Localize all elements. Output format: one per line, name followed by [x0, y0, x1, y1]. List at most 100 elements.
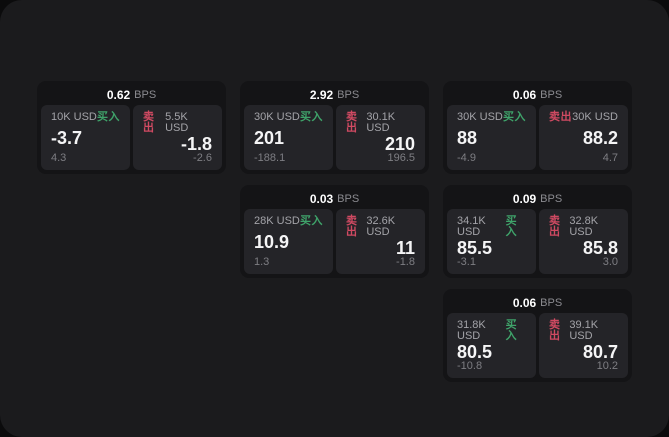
buy-delta: -3.1 — [457, 256, 476, 268]
sell-notional: 32.8K USD — [569, 215, 599, 238]
bps-unit-label: BPS — [540, 192, 563, 205]
bps-value: 2.92 — [309, 88, 334, 102]
buy-sell-panels: 31.8K USD 买入 80.5 -10.8 卖出 39.1K USD 80.… — [447, 313, 628, 378]
buy-label[interactable]: 买入 — [97, 111, 120, 123]
buy-panel-top: 31.8K USD 买入 — [457, 320, 526, 342]
sell-price: 88.2 — [582, 128, 618, 148]
sell-notional: 30.1K USD — [366, 111, 396, 134]
bps-unit-label: BPS — [337, 192, 360, 205]
buy-delta: 1.3 — [254, 256, 270, 268]
buy-panel[interactable]: 28K USD 买入 10.9 1.3 — [244, 209, 333, 274]
quote-card: 0.06 BPS 31.8K USD 买入 80.5 -10.8 卖出 39.1… — [443, 289, 632, 382]
buy-sell-panels: 30K USD 买入 88 -4.9 卖出 30K USD 88.2 4.7 — [447, 105, 628, 170]
sell-panel[interactable]: 卖出 32.8K USD 85.8 3.0 — [539, 209, 628, 274]
buy-delta: -4.9 — [457, 152, 476, 164]
bps-value: 0.09 — [512, 192, 537, 206]
buy-label[interactable]: 买入 — [300, 111, 323, 123]
buy-panel[interactable]: 30K USD 买入 201 -188.1 — [244, 105, 333, 170]
sell-panel[interactable]: 卖出 30K USD 88.2 4.7 — [539, 105, 628, 170]
quote-card: 0.06 BPS 30K USD 买入 88 -4.9 卖出 30K USD — [443, 81, 632, 174]
sell-price: 80.7 — [582, 341, 618, 362]
sell-price: 11 — [395, 237, 415, 258]
bps-unit-label: BPS — [540, 296, 563, 309]
quote-card: 0.03 BPS 28K USD 买入 10.9 1.3 卖出 32.6K US… — [240, 185, 429, 278]
buy-panel[interactable]: 31.8K USD 买入 80.5 -10.8 — [447, 313, 536, 378]
sell-notional: 30K USD — [572, 111, 618, 123]
sell-notional: 32.6K USD — [366, 215, 396, 238]
sell-notional: 5.5K USD — [165, 111, 189, 134]
sell-label[interactable]: 卖出 — [549, 215, 561, 238]
sell-panel[interactable]: 卖出 30.1K USD 210 196.5 — [336, 105, 425, 170]
sell-price: -1.8 — [180, 133, 212, 154]
buy-sell-panels: 10K USD 买入 -3.7 4.3 卖出 5.5K USD -1.8 -2.… — [41, 105, 222, 170]
buy-notional: 34.1K USD — [457, 215, 486, 238]
buy-panel[interactable]: 30K USD 买入 88 -4.9 — [447, 105, 536, 170]
buy-notional: 30K USD — [457, 111, 503, 123]
buy-panel-top: 30K USD 买入 — [254, 112, 323, 123]
buy-label[interactable]: 买入 — [505, 215, 518, 238]
sell-label[interactable]: 卖出 — [549, 319, 561, 342]
sell-panel-top: 卖出 30.1K USD — [346, 112, 415, 134]
bps-header: 0.06 BPS — [447, 85, 628, 105]
buy-sell-panels: 28K USD 买入 10.9 1.3 卖出 32.6K USD 11 -1.8 — [244, 209, 425, 274]
buy-notional: 28K USD — [254, 215, 300, 227]
sell-panel-top: 卖出 32.6K USD — [346, 216, 415, 238]
buy-notional: 30K USD — [254, 111, 300, 123]
sell-panel-top: 卖出 30K USD — [549, 112, 618, 123]
bps-unit-label: BPS — [337, 88, 360, 101]
sell-delta: 196.5 — [387, 152, 415, 164]
bps-value: 0.03 — [309, 192, 334, 206]
buy-label[interactable]: 买入 — [300, 215, 323, 227]
buy-label[interactable]: 买入 — [503, 111, 526, 123]
buy-panel-top: 30K USD 买入 — [457, 112, 526, 123]
sell-delta: 3.0 — [602, 256, 618, 268]
buy-panel[interactable]: 34.1K USD 买入 85.5 -3.1 — [447, 209, 536, 274]
buy-price: 201 — [254, 128, 285, 148]
sell-notional: 39.1K USD — [569, 319, 599, 342]
buy-delta: -188.1 — [254, 152, 286, 164]
sell-delta: -1.8 — [396, 256, 415, 268]
sell-delta: 10.2 — [596, 360, 618, 372]
sell-label[interactable]: 卖出 — [346, 111, 358, 134]
bps-header: 0.09 BPS — [447, 189, 628, 209]
quote-card: 2.92 BPS 30K USD 买入 201 -188.1 卖出 30.1K … — [240, 81, 429, 174]
bps-unit-label: BPS — [134, 88, 157, 101]
sell-label[interactable]: 卖出 — [143, 111, 155, 134]
sell-delta: -2.6 — [193, 152, 212, 164]
sell-price: 85.8 — [582, 237, 618, 258]
buy-panel-top: 28K USD 买入 — [254, 216, 323, 227]
bps-header: 0.03 BPS — [244, 189, 425, 209]
sell-label[interactable]: 卖出 — [346, 215, 358, 238]
buy-sell-panels: 34.1K USD 买入 85.5 -3.1 卖出 32.8K USD 85.8… — [447, 209, 628, 274]
buy-delta: 4.3 — [51, 152, 67, 164]
sell-panel-top: 卖出 5.5K USD — [143, 112, 212, 134]
sell-price: 210 — [384, 133, 415, 154]
buy-label[interactable]: 买入 — [505, 319, 518, 342]
bps-unit-label: BPS — [540, 88, 563, 101]
sell-delta: 4.7 — [602, 152, 618, 164]
sell-panel[interactable]: 卖出 5.5K USD -1.8 -2.6 — [133, 105, 222, 170]
bps-header: 0.06 BPS — [447, 293, 628, 313]
buy-price: 85.5 — [457, 237, 493, 258]
bps-value: 0.62 — [106, 88, 131, 102]
buy-notional: 31.8K USD — [457, 319, 486, 342]
quote-card-grid: 0.62 BPS 10K USD 买入 -3.7 4.3 卖出 5.5K USD — [37, 81, 632, 382]
buy-notional: 10K USD — [51, 111, 97, 123]
sell-panel-top: 卖出 39.1K USD — [549, 320, 618, 342]
sell-panel[interactable]: 卖出 32.6K USD 11 -1.8 — [336, 209, 425, 274]
sell-label[interactable]: 卖出 — [549, 111, 572, 123]
buy-sell-panels: 30K USD 买入 201 -188.1 卖出 30.1K USD 210 1… — [244, 105, 425, 170]
buy-price: 88 — [457, 128, 478, 148]
buy-delta: -10.8 — [457, 360, 483, 372]
quote-card: 0.09 BPS 34.1K USD 买入 85.5 -3.1 卖出 32.8K… — [443, 185, 632, 278]
sell-panel[interactable]: 卖出 39.1K USD 80.7 10.2 — [539, 313, 628, 378]
buy-price: 80.5 — [457, 341, 493, 362]
sell-panel-top: 卖出 32.8K USD — [549, 216, 618, 238]
quote-card: 0.62 BPS 10K USD 买入 -3.7 4.3 卖出 5.5K USD — [37, 81, 226, 174]
buy-panel[interactable]: 10K USD 买入 -3.7 4.3 — [41, 105, 130, 170]
buy-price: 10.9 — [254, 232, 290, 252]
bps-value: 0.06 — [512, 88, 537, 102]
buy-panel-top: 10K USD 买入 — [51, 112, 120, 123]
bps-value: 0.06 — [512, 296, 537, 310]
